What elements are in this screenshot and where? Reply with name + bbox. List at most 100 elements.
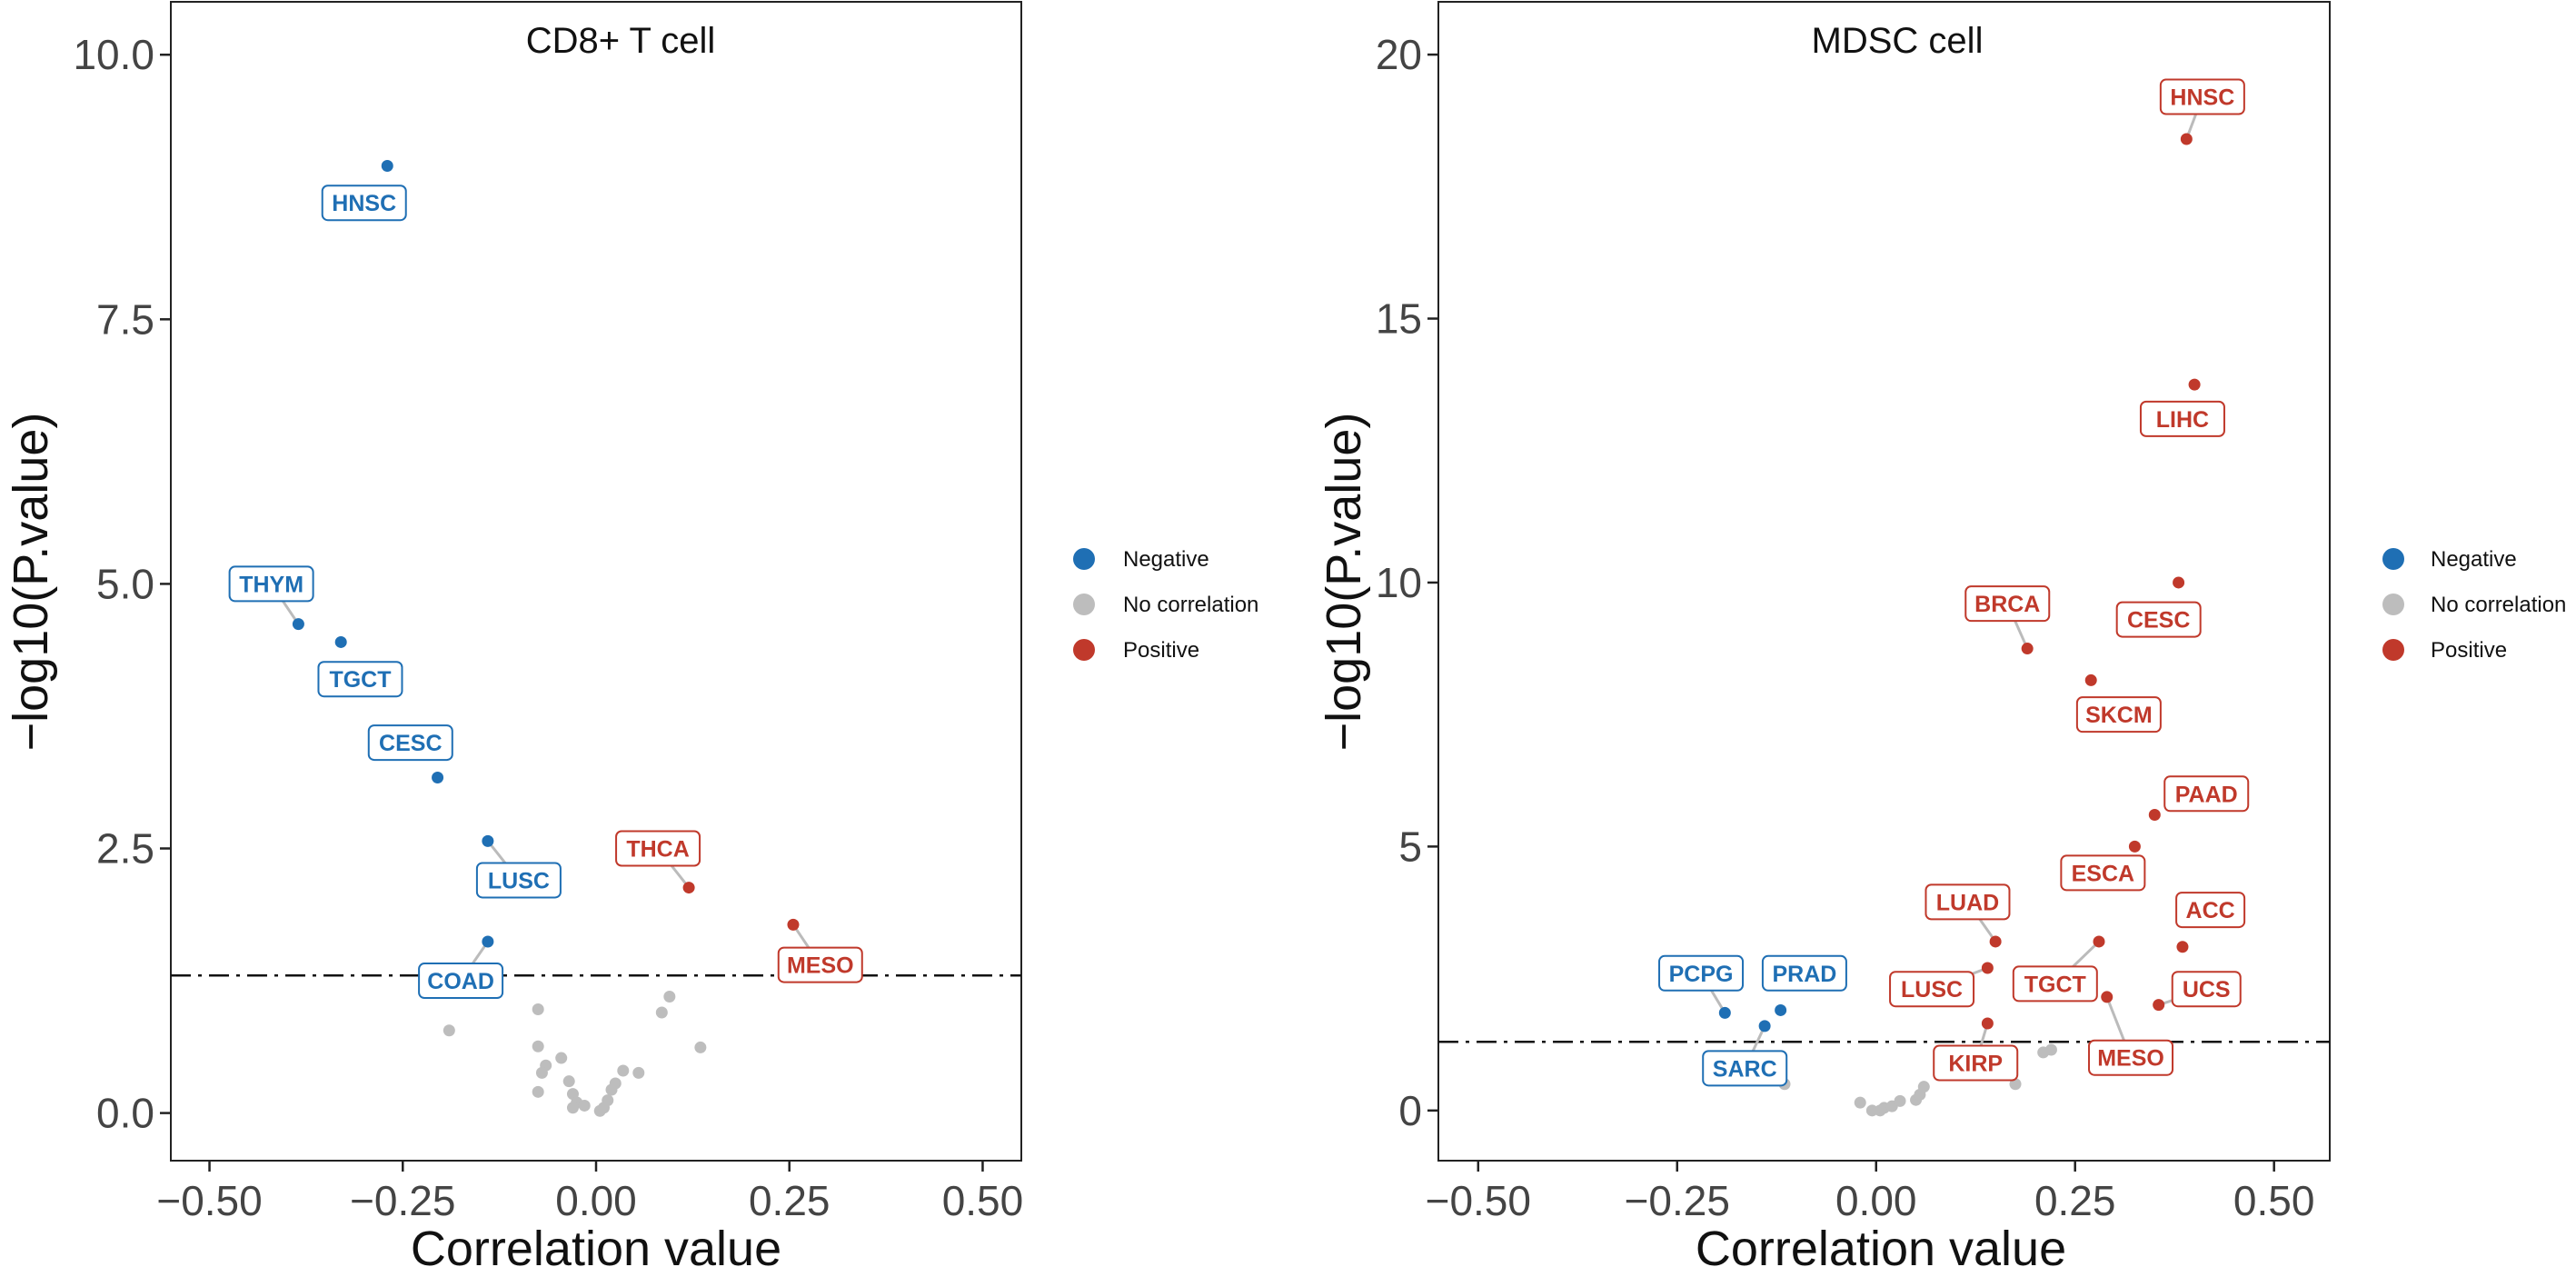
point-label: THCA bbox=[626, 837, 689, 863]
data-point-positive bbox=[2180, 133, 2193, 145]
data-point-none bbox=[532, 1003, 544, 1015]
data-point-negative bbox=[1775, 1003, 1787, 1016]
point-label-box bbox=[2115, 601, 2202, 638]
y-tick-label: 10 bbox=[1376, 559, 1422, 606]
y-tick-label: 10.0 bbox=[73, 31, 154, 78]
legend-negative-dot bbox=[1073, 548, 1095, 570]
data-point-none bbox=[617, 1064, 630, 1077]
legend-positive-label: Positive bbox=[2431, 638, 2507, 663]
x-tick-label: −0.25 bbox=[350, 1177, 455, 1224]
data-point-positive bbox=[2101, 991, 2114, 1003]
data-point-positive bbox=[2084, 673, 2097, 686]
data-point-none bbox=[2009, 1078, 2022, 1091]
point-label-box bbox=[2012, 965, 2098, 1003]
data-point-none bbox=[694, 1041, 707, 1053]
point-label: THYM bbox=[239, 572, 303, 597]
point-label: SKCM bbox=[2085, 703, 2153, 728]
point-label-box bbox=[317, 661, 403, 698]
point-label-box bbox=[615, 830, 701, 867]
data-point-none bbox=[655, 1006, 668, 1019]
point-label-box bbox=[1761, 954, 1847, 992]
x-axis-title: Correlation value bbox=[411, 1222, 781, 1272]
data-point-positive bbox=[2093, 935, 2105, 948]
legend-negative-label: Negative bbox=[2431, 547, 2517, 572]
data-point-none bbox=[566, 1102, 579, 1114]
point-label: PRAD bbox=[1772, 962, 1836, 987]
point-label-box bbox=[1933, 1044, 2019, 1082]
y-tick-label: 5 bbox=[1398, 823, 1422, 870]
legend-mdsc: Negative No correlation Positive bbox=[2382, 547, 2566, 663]
data-point-negative bbox=[1718, 1006, 1731, 1019]
data-point-positive bbox=[2021, 643, 2034, 655]
point-label-box bbox=[777, 946, 863, 983]
data-point-none bbox=[443, 1024, 455, 1037]
legend-cd8: Negative No correlation Positive bbox=[1073, 547, 1258, 663]
data-point-positive bbox=[1981, 962, 1994, 974]
point-label-box bbox=[1658, 954, 1745, 992]
point-label: HNSC bbox=[2170, 85, 2234, 111]
data-point-negative bbox=[334, 635, 347, 648]
data-points bbox=[292, 159, 800, 1117]
y-axis-title: −log10(P.value) bbox=[4, 413, 58, 752]
data-point-none bbox=[1894, 1094, 1906, 1107]
data-point-none bbox=[578, 1099, 591, 1112]
panel-mdsc-cell: MDSC cell −0.50 −0.25 0.00 0.25 0.50 0 5 10 15 20… bbox=[1317, 1, 2331, 1276]
y-axis-title: −log10(P.value) bbox=[1317, 413, 1371, 752]
legend-none-label: No correlation bbox=[2431, 593, 2566, 617]
data-point-none bbox=[2044, 1043, 2057, 1056]
data-point-negative bbox=[482, 834, 494, 847]
point-label: TGCT bbox=[329, 667, 391, 693]
x-tick-label: 0.00 bbox=[1835, 1177, 1917, 1224]
data-point-negative bbox=[482, 935, 494, 948]
x-tick-label: −0.25 bbox=[1625, 1177, 1730, 1224]
point-label: ACC bbox=[2186, 898, 2235, 923]
point-label: UCS bbox=[2183, 977, 2231, 1003]
data-point-positive bbox=[2188, 378, 2201, 391]
data-point-positive bbox=[2173, 576, 2185, 589]
data-point-none bbox=[609, 1077, 622, 1090]
data-point-positive bbox=[2153, 999, 2165, 1012]
point-label-box bbox=[1964, 585, 2051, 623]
point-label: MESO bbox=[2097, 1046, 2164, 1072]
axis-ticks: −0.50 −0.25 0.00 0.25 0.50 0.0 2.5 5.0 7.5 10.0 bbox=[73, 31, 1023, 1224]
data-point-none bbox=[532, 1040, 544, 1053]
panel-title: MDSC cell bbox=[1812, 21, 1984, 61]
data-point-none bbox=[562, 1075, 575, 1088]
legend-none-dot bbox=[1073, 594, 1095, 615]
x-tick-label: 0.50 bbox=[942, 1177, 1024, 1224]
point-label: ESCA bbox=[2072, 861, 2134, 886]
point-labels: HNSC LIHC CESC BRCA SKCM PAAD ESCA LUAD ACC TGCT L… bbox=[1658, 78, 2250, 1087]
x-tick-label: −0.50 bbox=[1426, 1177, 1531, 1224]
x-axis-title: Correlation value bbox=[1696, 1222, 2066, 1272]
legend-none-dot bbox=[2382, 594, 2404, 615]
y-tick-label: 7.5 bbox=[96, 295, 154, 343]
point-label: HNSC bbox=[332, 191, 396, 216]
legend-positive-dot bbox=[1073, 639, 1095, 661]
data-point-none bbox=[1854, 1096, 1866, 1109]
data-point-positive bbox=[1989, 935, 2002, 948]
point-label: KIRP bbox=[1948, 1052, 2003, 1077]
point-label-box bbox=[1925, 883, 2011, 921]
data-point-positive bbox=[787, 918, 800, 931]
data-point-positive bbox=[2148, 809, 2161, 822]
point-label-box bbox=[2171, 971, 2242, 1008]
point-label: CESC bbox=[2127, 608, 2190, 634]
legend-none-label: No correlation bbox=[1123, 593, 1258, 617]
legend-negative-dot bbox=[2382, 548, 2404, 570]
point-label-box bbox=[2139, 400, 2225, 437]
point-label-box bbox=[2159, 78, 2245, 115]
y-tick-label: 15 bbox=[1376, 295, 1422, 343]
data-point-positive bbox=[2128, 840, 2141, 853]
data-point-negative bbox=[381, 159, 393, 172]
point-label: LUAD bbox=[1936, 890, 1999, 915]
legend-positive-label: Positive bbox=[1123, 638, 1199, 663]
point-label-box bbox=[2075, 696, 2162, 733]
panel-title: CD8+ T cell bbox=[526, 21, 716, 61]
legend-negative-label: Negative bbox=[1123, 547, 1209, 572]
data-point-positive bbox=[1981, 1017, 1994, 1030]
data-point-none bbox=[555, 1052, 568, 1064]
data-point-none bbox=[602, 1094, 614, 1107]
point-label-box bbox=[2175, 892, 2246, 929]
